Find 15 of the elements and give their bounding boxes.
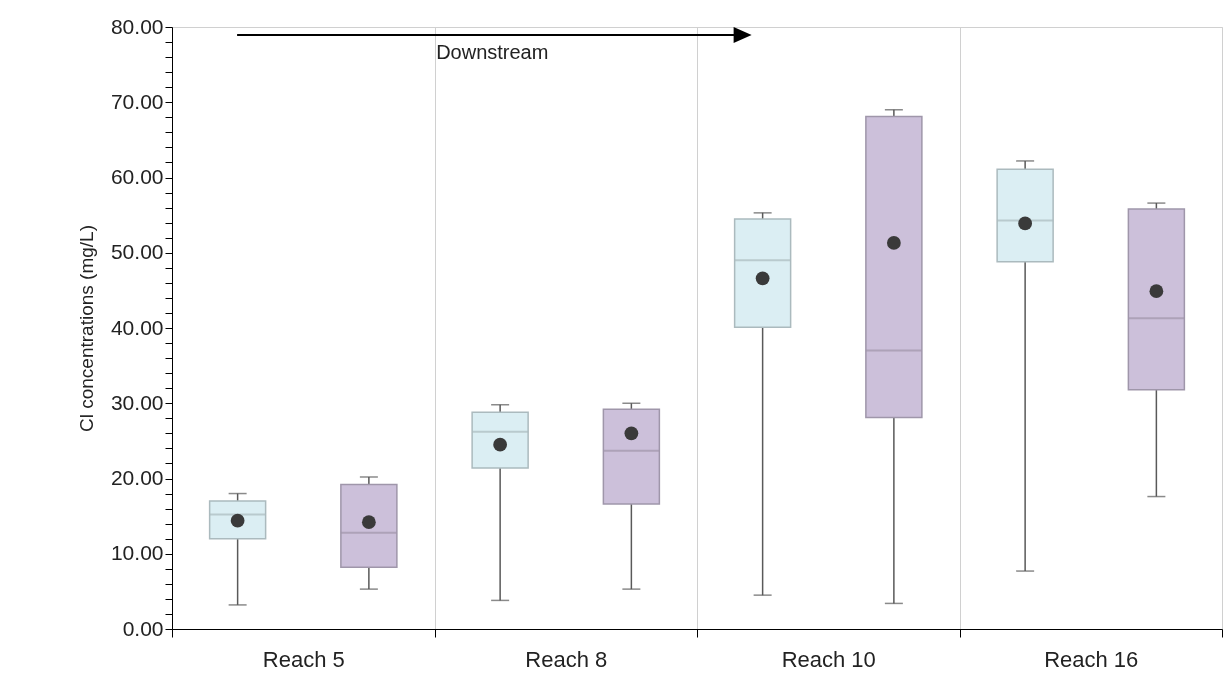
y-tick-label: 80.00: [110, 14, 164, 38]
x-tick-label: Reach 5: [262, 646, 345, 672]
y-tick-label: 30.00: [110, 390, 164, 414]
y-tick-label: 60.00: [110, 165, 164, 188]
annotation: Downstream: [436, 41, 549, 63]
y-tick-label: 50.00: [110, 240, 164, 264]
x-tick-label: Reach 8: [525, 646, 608, 672]
y-tick-label: 0.00: [122, 616, 164, 640]
y-tick-label: 10.00: [110, 541, 164, 565]
y-tick-label: 20.00: [110, 466, 164, 489]
y-tick-label: 40.00: [110, 315, 164, 339]
x-tick-label: Reach 10: [781, 646, 876, 672]
x-tick-label: Reach 16: [1044, 646, 1139, 672]
y-axis-title: Cl concentrations (mg/L): [75, 225, 97, 432]
y-tick-label: 70.00: [110, 89, 164, 113]
